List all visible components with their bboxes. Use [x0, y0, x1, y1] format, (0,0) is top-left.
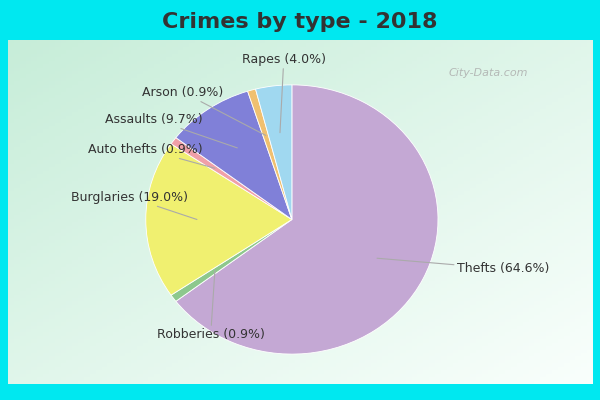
Wedge shape — [176, 91, 292, 220]
Text: Crimes by type - 2018: Crimes by type - 2018 — [162, 12, 438, 32]
Wedge shape — [146, 144, 292, 295]
Wedge shape — [248, 89, 292, 220]
Wedge shape — [171, 220, 292, 301]
Text: Rapes (4.0%): Rapes (4.0%) — [242, 53, 326, 133]
Wedge shape — [171, 138, 292, 220]
Text: Thefts (64.6%): Thefts (64.6%) — [377, 258, 549, 275]
Text: Robberies (0.9%): Robberies (0.9%) — [157, 271, 265, 341]
Text: City-Data.com: City-Data.com — [449, 68, 528, 78]
Text: Arson (0.9%): Arson (0.9%) — [142, 86, 266, 135]
Wedge shape — [176, 85, 438, 354]
Text: Auto thefts (0.9%): Auto thefts (0.9%) — [88, 143, 215, 168]
Text: Burglaries (19.0%): Burglaries (19.0%) — [71, 190, 197, 220]
Wedge shape — [256, 85, 292, 220]
Text: Assaults (9.7%): Assaults (9.7%) — [105, 113, 237, 148]
